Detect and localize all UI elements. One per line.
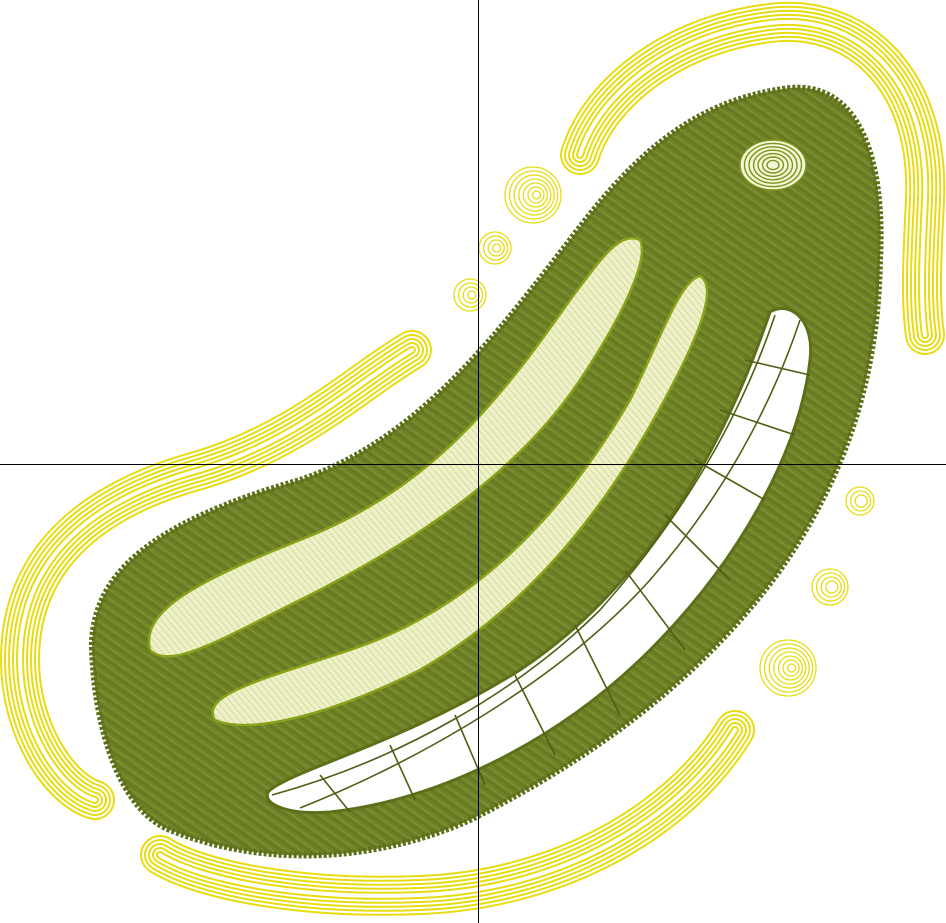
spiral-ring bbox=[812, 569, 848, 605]
embroidery-canvas bbox=[0, 0, 946, 923]
page: (() => { const data = JSON.parse(documen… bbox=[0, 0, 946, 923]
